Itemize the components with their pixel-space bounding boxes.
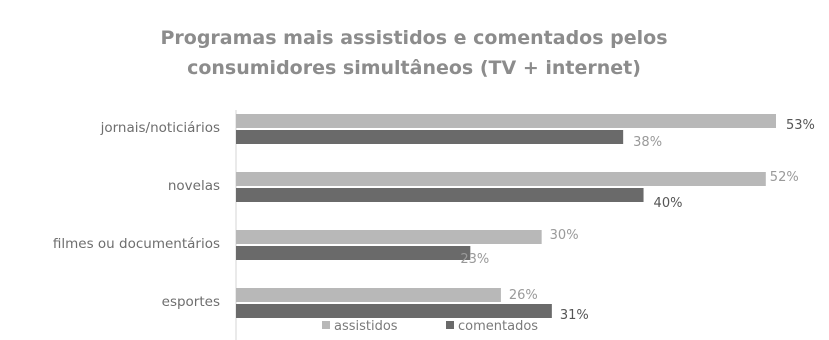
legend-swatch-comentados [446, 321, 454, 329]
legend-label-comentados: comentados [458, 319, 538, 334]
bar-comentados-3 [236, 304, 552, 318]
data-label-comentados-1: 40% [654, 196, 683, 211]
data-label-assistidos-1: 52% [770, 170, 799, 185]
bar-assistidos-2 [236, 230, 542, 244]
bar-assistidos-3 [236, 288, 501, 302]
chart-title: Programas mais assistidos e comentados p… [160, 27, 667, 79]
data-label-assistidos-2: 30% [550, 228, 579, 243]
data-label-comentados-3: 31% [560, 308, 589, 323]
bar-assistidos-1 [236, 172, 766, 186]
category-label: filmes ou documentários [53, 236, 220, 252]
category-label: novelas [168, 178, 220, 194]
chart-title-line-2: consumidores simultâneos (TV + internet) [187, 57, 641, 79]
category-label: esportes [162, 294, 220, 310]
data-label-assistidos-3: 26% [509, 288, 538, 303]
data-label-assistidos-0: 53% [786, 118, 815, 133]
bar-comentados-0 [236, 130, 624, 144]
bars [236, 114, 776, 318]
legend-label-assistidos: assistidos [334, 319, 398, 334]
category-axis: jornais/noticiários novelas filmes ou docu… [53, 110, 237, 340]
bar-comentados-1 [236, 188, 644, 202]
legend-swatch-assistidos [322, 321, 330, 329]
bar-comentados-2 [236, 246, 471, 260]
legend: assistidos comentados [322, 319, 538, 334]
data-label-comentados-0: 38% [633, 135, 662, 150]
data-labels: 53% 38% 52% 40% 30% 23% 26% 31% [460, 118, 815, 323]
chart-title-line-1: Programas mais assistidos e comentados p… [160, 27, 667, 49]
data-label-comentados-2: 23% [460, 252, 489, 267]
bar-assistidos-0 [236, 114, 776, 128]
category-label: jornais/noticiários [100, 120, 220, 136]
